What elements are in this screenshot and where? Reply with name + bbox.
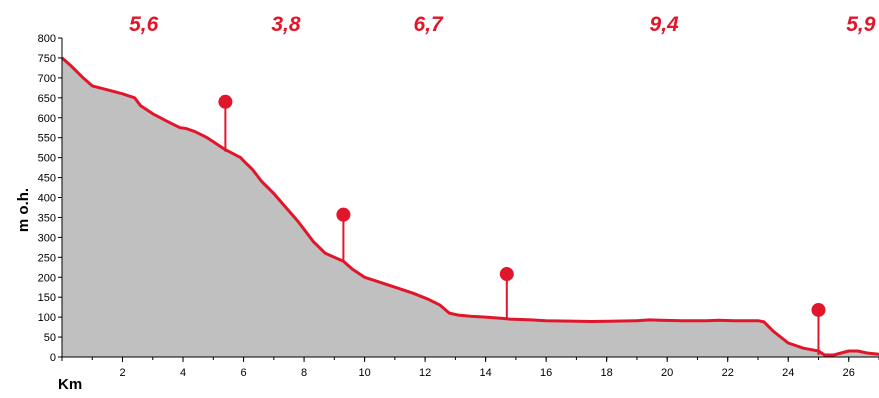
y-tick-label: 50 xyxy=(44,332,56,344)
y-tick-label: 200 xyxy=(38,272,56,284)
y-tick-label: 150 xyxy=(38,292,56,304)
x-tick-label: 26 xyxy=(843,367,855,379)
x-tick-label: 18 xyxy=(601,367,613,379)
label-layer: 5,6 3,8 6,7 9,4 5,9 xyxy=(129,13,876,36)
segment-distance-label: 6,7 xyxy=(414,13,445,36)
y-axis-title: m o.h. xyxy=(15,188,32,232)
y-tick-label: 300 xyxy=(38,232,56,244)
segment-distance-label: 3,8 xyxy=(271,13,301,36)
x-axis-title: Km xyxy=(58,376,82,393)
y-tick-label: 0 xyxy=(50,352,56,364)
x-tick-label: 12 xyxy=(419,367,431,379)
x-tick-label: 2 xyxy=(119,367,125,379)
y-tick-label: 600 xyxy=(38,113,56,125)
y-tick-label: 500 xyxy=(38,153,56,165)
x-tick-label: 4 xyxy=(180,367,186,379)
x-tick-label: 6 xyxy=(240,367,246,379)
y-tick-label: 750 xyxy=(38,53,56,65)
elevation-area xyxy=(62,57,879,358)
y-tick-label: 100 xyxy=(38,312,56,324)
marker-pin xyxy=(811,302,826,317)
marker-layer xyxy=(218,94,826,356)
y-tick-label: 350 xyxy=(38,212,56,224)
x-tick-label: 22 xyxy=(722,367,734,379)
y-tick-label: 550 xyxy=(38,133,56,145)
marker-pin xyxy=(499,267,514,282)
marker-pin xyxy=(218,94,233,109)
y-tick-label: 700 xyxy=(38,73,56,85)
marker-pin xyxy=(336,207,351,222)
x-tick-label: 8 xyxy=(301,367,307,379)
segment-distance-label: 5,6 xyxy=(129,13,159,36)
y-tick-label: 250 xyxy=(38,252,56,264)
y-tick-label: 650 xyxy=(38,93,56,105)
x-tick-label: 16 xyxy=(540,367,552,379)
segment-distance-label: 5,9 xyxy=(846,13,876,36)
x-tick-label: 20 xyxy=(661,367,673,379)
segment-distance-label: 9,4 xyxy=(650,13,680,36)
y-tick-label: 450 xyxy=(38,173,56,185)
axis-layer: 0 50 100 150 200 250 300 350 400 450 500 550 600 650 7… xyxy=(38,33,879,379)
x-tick-label: 24 xyxy=(782,367,794,379)
y-tick-label: 800 xyxy=(38,33,56,45)
x-tick-label: 10 xyxy=(358,367,370,379)
x-tick-label: 14 xyxy=(480,367,492,379)
area-layer xyxy=(61,56,879,358)
elevation-line xyxy=(61,56,879,357)
y-tick-label: 400 xyxy=(38,193,56,205)
